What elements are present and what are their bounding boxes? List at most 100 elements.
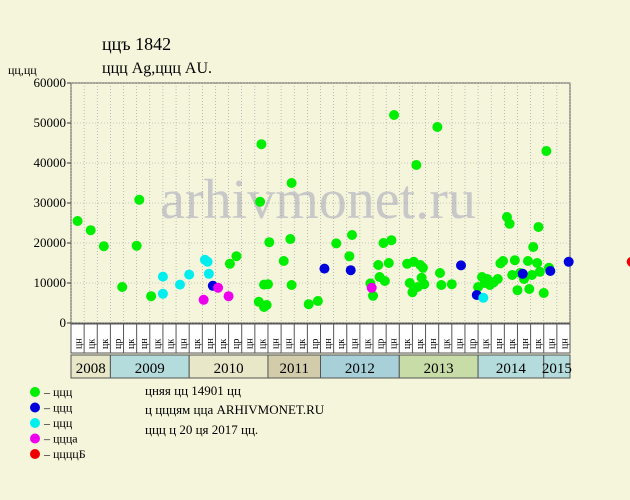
y-axis-label: цц,цц xyxy=(8,63,37,77)
data-point xyxy=(456,260,467,271)
x-column-label: цн xyxy=(284,338,295,349)
x-column-label: цк xyxy=(507,339,518,349)
year-label: 2011 xyxy=(280,361,309,377)
year-label: 2012 xyxy=(345,361,375,377)
x-column-label: цн xyxy=(389,338,400,349)
data-point xyxy=(146,291,157,302)
data-point xyxy=(492,274,503,284)
data-point xyxy=(344,251,355,262)
x-axis-column-labels: цн цк цк цр цк цн цк цк цн цк цн цк цр цн цк цн цн цк цр цн… xyxy=(70,323,571,354)
data-point xyxy=(378,238,389,248)
data-point xyxy=(528,242,539,252)
x-column-label: цк xyxy=(441,339,452,349)
info-line-1: цняя цц 14901 цц xyxy=(145,383,241,398)
x-column-label: цк xyxy=(126,339,137,349)
y-tick-label: 50000 xyxy=(34,115,67,130)
data-point xyxy=(504,218,515,229)
x-column-label: цк xyxy=(192,339,203,349)
x-column-label: цн xyxy=(428,338,439,349)
x-column-label: цн xyxy=(179,338,190,349)
data-point xyxy=(213,282,224,293)
y-tick-label: 20000 xyxy=(34,235,67,250)
x-column-label: цк xyxy=(218,339,229,349)
x-column-label: цк xyxy=(297,339,308,349)
legend-marker xyxy=(30,418,40,428)
data-point xyxy=(512,285,523,296)
x-column-label: цк xyxy=(100,339,111,349)
x-column-label: цк xyxy=(402,339,413,349)
legend-marker xyxy=(30,387,40,397)
data-point xyxy=(538,288,549,298)
data-point xyxy=(85,225,96,236)
x-column-label: цн xyxy=(139,338,150,349)
data-point xyxy=(389,110,400,120)
x-column-label: цк xyxy=(415,339,426,349)
x-column-label: цк xyxy=(165,339,176,349)
chart-subtitle: ццц Ag,ццц AU. xyxy=(102,60,212,77)
data-point xyxy=(532,258,543,268)
data-point xyxy=(446,279,457,290)
x-column-label: цн xyxy=(494,338,505,349)
x-column-label: цн xyxy=(349,338,360,349)
data-point xyxy=(368,290,379,301)
data-point xyxy=(98,241,109,252)
data-point xyxy=(134,194,145,205)
data-point xyxy=(563,256,574,267)
data-point xyxy=(131,240,142,251)
year-label: 2014 xyxy=(496,361,527,377)
data-point xyxy=(522,256,533,266)
x-column-label: цр xyxy=(376,339,387,349)
data-point xyxy=(478,292,489,303)
data-point xyxy=(157,271,168,282)
legend-marker xyxy=(30,449,40,459)
watermark: arhivmonet.ru xyxy=(160,169,476,231)
x-column-label: цн xyxy=(323,338,334,349)
year-label: 2010 xyxy=(214,361,244,377)
data-point xyxy=(432,122,443,132)
data-point xyxy=(345,265,356,276)
x-column-label: цк xyxy=(152,339,163,349)
data-point xyxy=(517,268,528,279)
x-column-label: цн xyxy=(520,338,531,349)
data-point xyxy=(264,237,275,248)
legend-label: – ццццБ xyxy=(43,447,86,461)
data-point xyxy=(347,230,358,240)
data-point xyxy=(312,296,323,306)
data-point xyxy=(286,280,297,290)
x-column-label: цк xyxy=(87,339,98,349)
x-column-label: цр xyxy=(113,339,124,349)
x-column-label: цн xyxy=(559,338,570,349)
x-column-label: цн xyxy=(205,338,216,349)
data-point xyxy=(533,222,544,232)
year-label: 2009 xyxy=(135,361,165,377)
data-point xyxy=(184,269,195,280)
data-point xyxy=(278,256,289,266)
data-point xyxy=(417,262,428,273)
info-line-2: ц цццям цца ARHIVMONET.RU xyxy=(145,402,325,417)
x-column-label: цр xyxy=(310,339,321,349)
data-point xyxy=(255,196,266,207)
data-point xyxy=(72,216,83,226)
info-block: цняя цц 14901 цц ц цццям цца ARHIVMONET.… xyxy=(145,383,325,437)
y-axis-ticks: 0 10000 20000 30000 40000 50000 60000 xyxy=(34,75,71,330)
data-points xyxy=(72,110,630,312)
legend-label: – ццц xyxy=(43,416,73,430)
legend-marker xyxy=(30,402,40,413)
data-point xyxy=(117,282,128,292)
chart-title: ццъ 1842 xyxy=(102,34,171,54)
data-point xyxy=(231,251,242,262)
data-point xyxy=(223,291,234,302)
data-point xyxy=(366,282,377,293)
year-bands: 2008 2009 2010 2011 2012 2013 2014 2015 xyxy=(70,354,572,379)
data-point xyxy=(303,299,314,310)
data-point xyxy=(286,178,297,188)
data-point xyxy=(331,238,342,249)
info-line-3: ццц ц 20 ця 2017 цц. xyxy=(145,422,258,437)
data-point xyxy=(256,139,267,150)
data-point xyxy=(404,278,415,288)
data-point xyxy=(174,279,185,290)
year-label: 2013 xyxy=(424,361,454,377)
data-point xyxy=(498,256,509,266)
data-point xyxy=(509,255,520,266)
data-point xyxy=(379,276,390,286)
